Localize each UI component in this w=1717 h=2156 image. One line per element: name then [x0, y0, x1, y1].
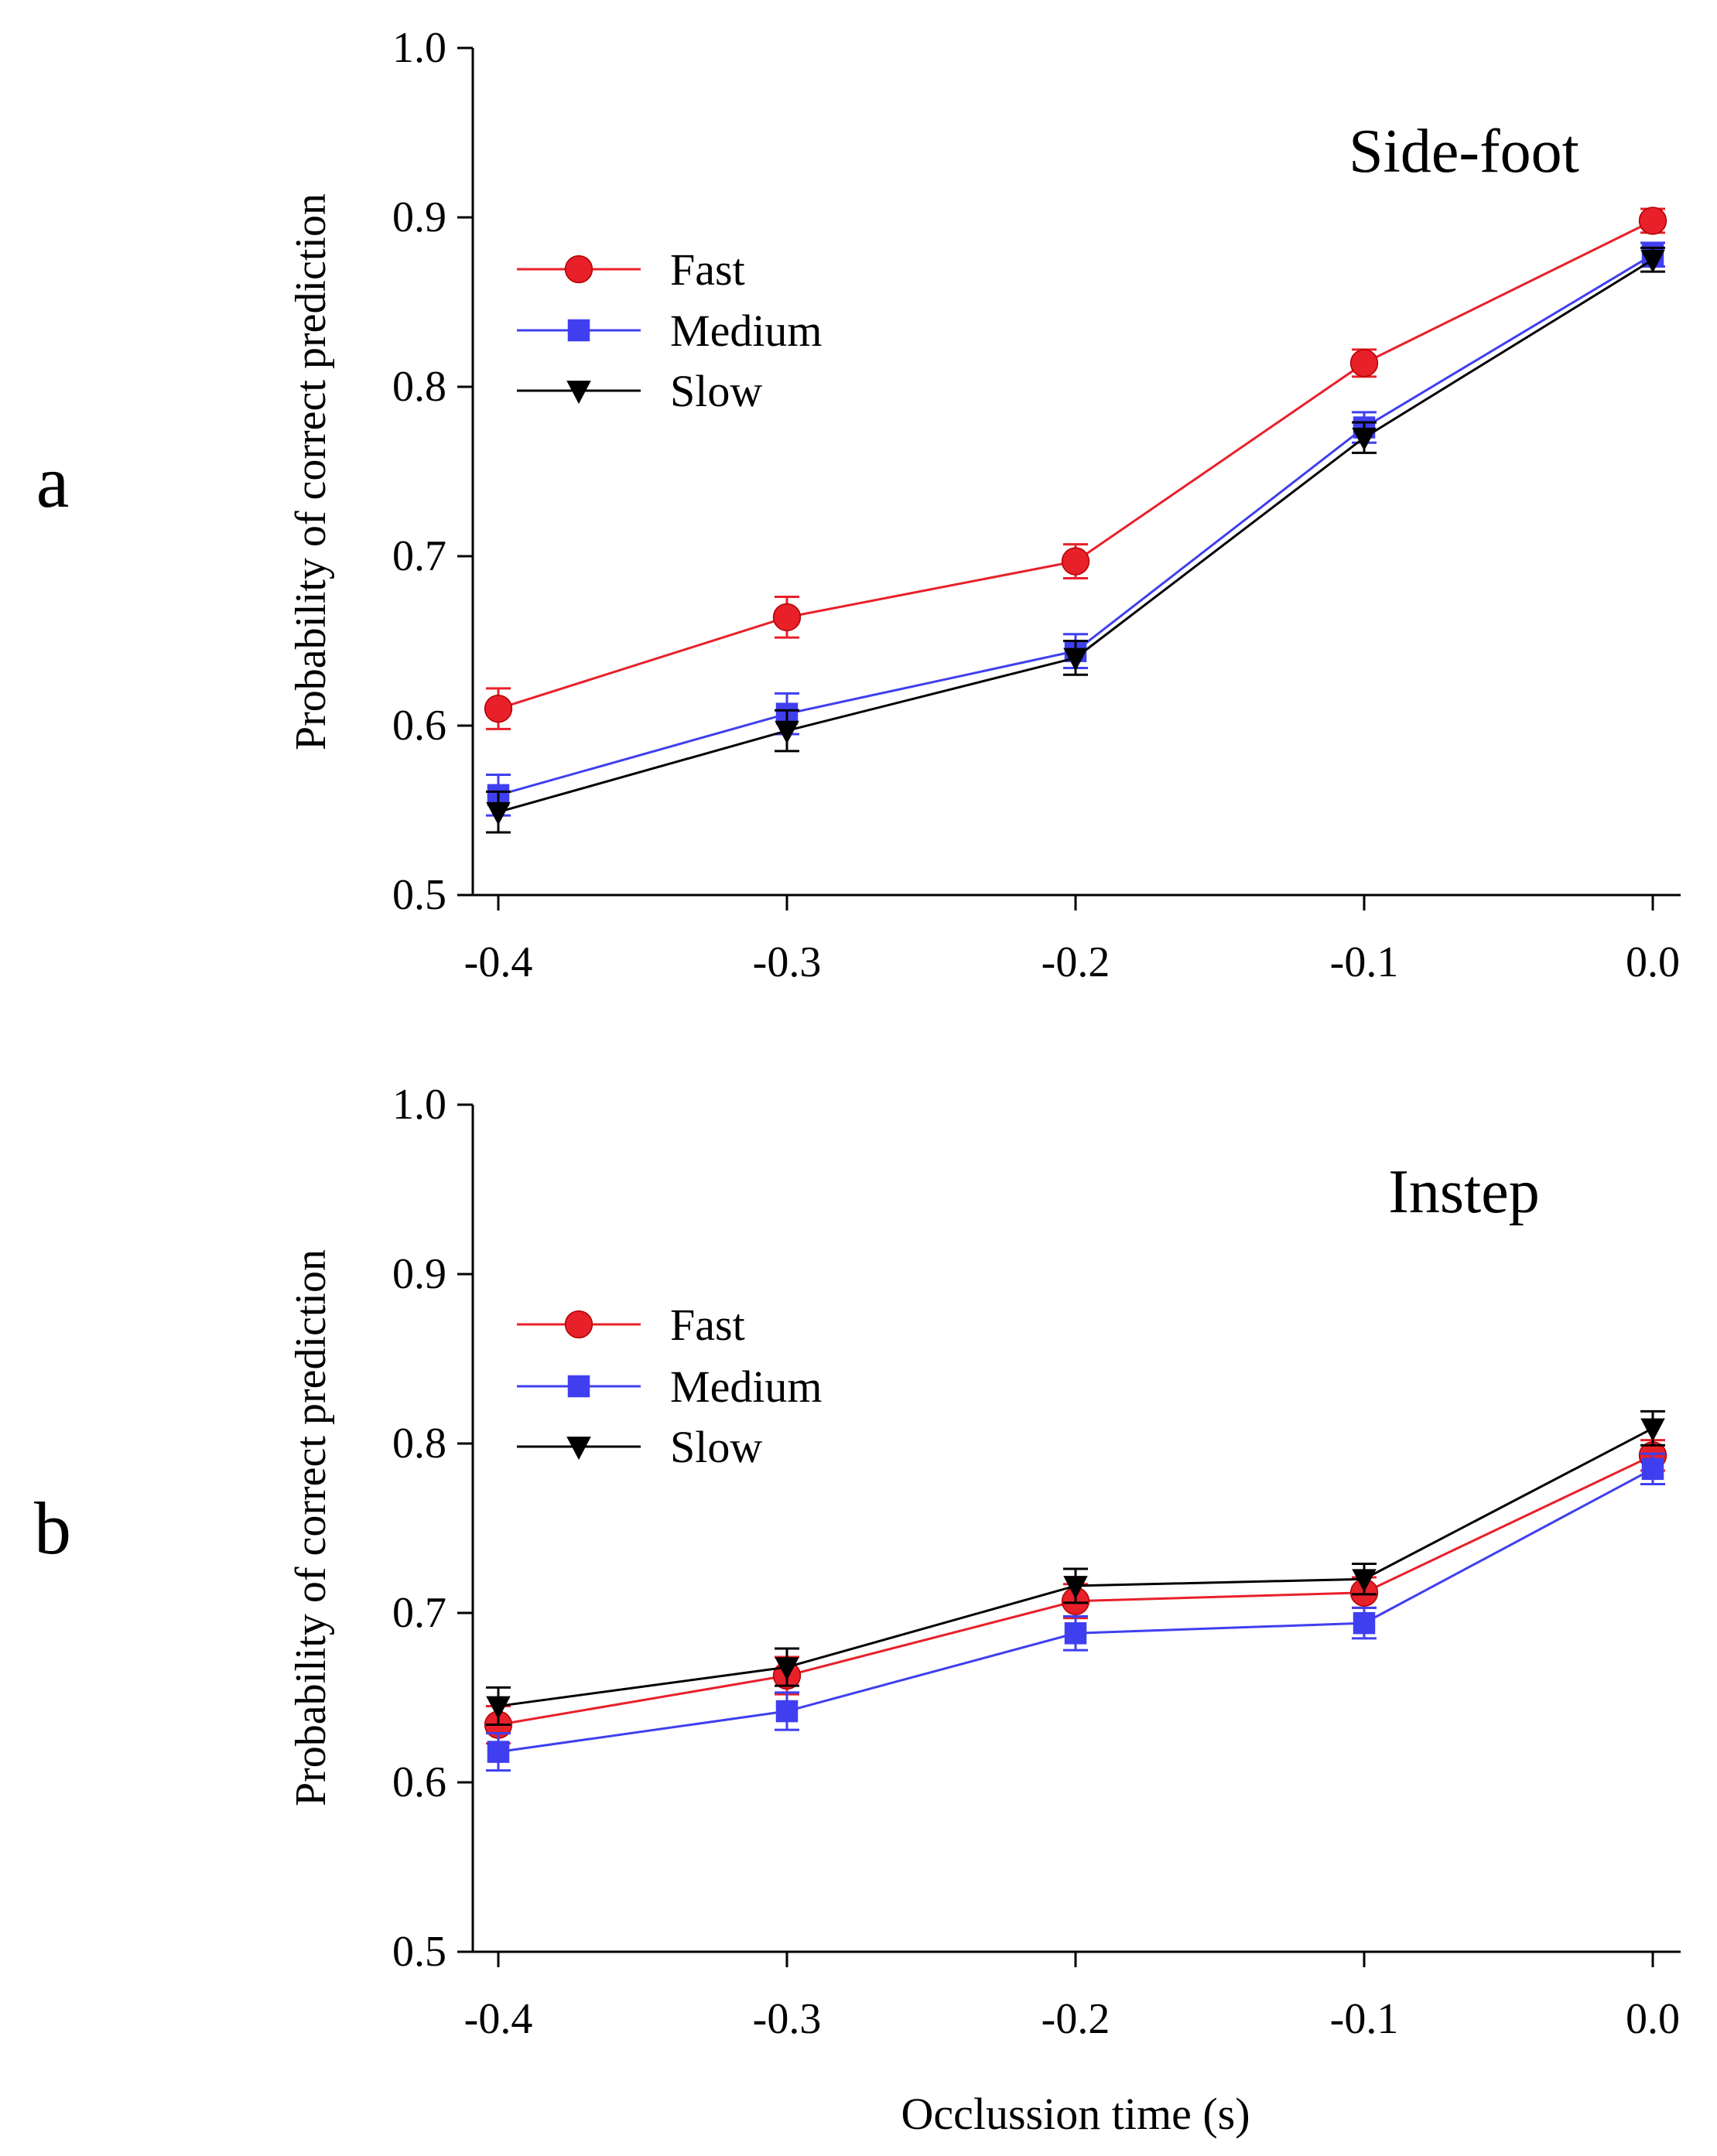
legend-item-medium: Medium — [517, 306, 823, 356]
x-tick-label: -0.4 — [464, 1995, 533, 2043]
chart-title: Side-foot — [1349, 118, 1579, 186]
legend-label: Slow — [670, 366, 762, 416]
x-tick-label: -0.1 — [1330, 938, 1399, 986]
legend-marker — [564, 255, 593, 284]
y-tick-label: 0.6 — [392, 702, 446, 750]
data-point — [775, 720, 799, 744]
legend: Fast Medium Slow — [517, 244, 823, 416]
legend-label: Medium — [670, 306, 823, 356]
series-slow — [486, 246, 1665, 834]
legend-item-fast: Fast — [517, 244, 745, 295]
data-point — [1638, 207, 1667, 235]
data-point — [772, 603, 802, 631]
panel-label: a — [36, 440, 70, 523]
chart-title: Instep — [1388, 1158, 1540, 1226]
x-tick-label: -0.3 — [753, 938, 822, 986]
panel-label: b — [34, 1487, 71, 1570]
data-point — [1063, 1576, 1088, 1600]
y-tick-label: 0.9 — [392, 1250, 446, 1298]
legend-item-slow: Slow — [517, 366, 762, 416]
data-point — [1352, 1569, 1377, 1593]
x-tick-label: 0.0 — [1626, 1995, 1680, 2043]
panel-b: 0.5 0.6 0.7 0.8 0.9 1.0 -0.4 -0.3 -0.2 -0.1 0.0 Pro… — [34, 1081, 1681, 2043]
y-tick-label: 0.7 — [392, 532, 446, 580]
data-point — [486, 801, 511, 825]
x-axis-title: Occlussion time (s) — [901, 2089, 1250, 2139]
legend-label: Fast — [670, 244, 745, 295]
data-point — [775, 1700, 799, 1723]
data-point — [1640, 249, 1665, 273]
y-tick-label: 0.8 — [392, 1420, 446, 1468]
data-point — [1063, 647, 1088, 671]
data-point — [775, 1657, 799, 1681]
legend-label: Fast — [670, 1300, 745, 1350]
legend-marker — [566, 1437, 591, 1461]
y-tick-label: 0.7 — [392, 1589, 446, 1637]
data-point — [1061, 547, 1090, 576]
data-point — [1064, 1622, 1087, 1645]
data-point — [484, 694, 513, 723]
x-tick-label: 0.0 — [1626, 938, 1680, 986]
y-axis-title: Probability of correct prediction — [287, 193, 335, 750]
y-tick-label: 0.6 — [392, 1758, 446, 1806]
legend-marker — [564, 1310, 593, 1339]
legend-marker — [566, 381, 591, 405]
y-tick-label: 0.9 — [392, 193, 446, 241]
data-point — [1353, 1611, 1376, 1635]
legend-item-slow: Slow — [517, 1422, 762, 1472]
y-tick-label: 0.5 — [392, 871, 446, 919]
y-axis-title: Probability of correct prediction — [287, 1249, 335, 1806]
y-tick-label: 0.5 — [392, 1928, 446, 1976]
data-point — [487, 1741, 510, 1763]
y-tick-label: 1.0 — [392, 24, 446, 72]
x-tick-label: -0.2 — [1041, 1995, 1110, 2043]
series-medium — [486, 1452, 1665, 1772]
data-point — [1641, 1457, 1664, 1481]
series-medium — [486, 241, 1665, 817]
data-point — [1349, 349, 1379, 378]
legend-item-fast: Fast — [517, 1300, 745, 1350]
data-point — [1640, 1418, 1665, 1442]
legend-label: Medium — [670, 1362, 823, 1412]
legend-marker — [567, 1375, 590, 1398]
x-tick-label: -0.2 — [1041, 938, 1110, 986]
legend-label: Slow — [670, 1422, 762, 1472]
legend-marker — [567, 319, 590, 342]
data-point — [1352, 427, 1377, 451]
y-tick-label: 1.0 — [392, 1081, 446, 1129]
y-tick-label: 0.8 — [392, 363, 446, 411]
panel-a: 0.5 0.6 0.7 0.8 0.9 1.0 -0.4 -0.3 -0.2 -0.1 0.0 Pro… — [36, 24, 1681, 986]
legend-item-medium: Medium — [517, 1362, 823, 1412]
x-tick-label: -0.3 — [753, 1995, 822, 2043]
series-slow — [486, 1409, 1665, 1727]
data-point — [486, 1696, 511, 1720]
series-fast — [484, 207, 1667, 730]
x-tick-label: -0.1 — [1330, 1995, 1399, 2043]
x-tick-label: -0.4 — [464, 938, 533, 986]
legend: Fast Medium Slow — [517, 1300, 823, 1472]
